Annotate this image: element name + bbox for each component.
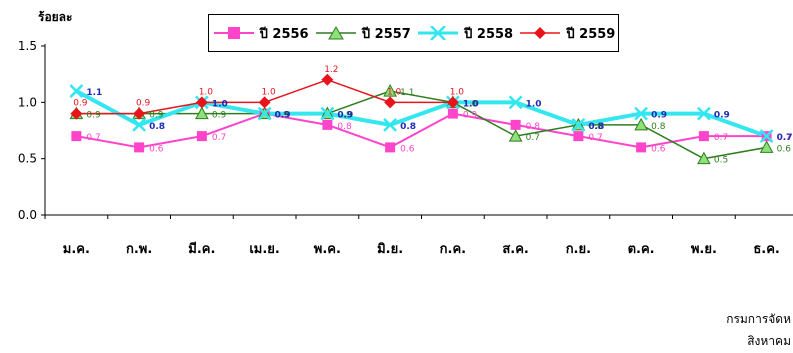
data-point-diamond <box>384 96 396 108</box>
x-tick-label: ม.ค. <box>63 242 90 257</box>
data-label: 0.9 <box>86 111 101 121</box>
data-label: 1.0 <box>261 87 276 97</box>
x-tick-label: มี.ค. <box>188 241 215 257</box>
data-label: 0.7 <box>714 133 728 143</box>
data-point-triangle <box>761 141 773 152</box>
y-tick-label: 0.0 <box>18 208 37 222</box>
footer-date-line: สิงหาคม <box>747 332 791 351</box>
y-tick-label: 0.5 <box>18 152 37 166</box>
data-label: 0.6 <box>777 144 792 154</box>
data-point-square <box>511 120 521 130</box>
data-point-square <box>573 131 583 141</box>
data-label: 0.6 <box>149 144 164 154</box>
x-tick-label: ต.ค. <box>628 242 655 257</box>
data-label: 0.6 <box>400 144 415 154</box>
legend-marker-x-icon <box>416 26 460 40</box>
data-label: 0.9 <box>714 111 730 121</box>
legend-item-2557: ปี 2557 <box>314 23 411 44</box>
legend-label-2558: ปี 2558 <box>464 23 513 44</box>
data-point-diamond <box>259 96 271 108</box>
data-label: 0.8 <box>651 122 666 132</box>
data-label: 1.1 <box>86 88 102 98</box>
data-label: 0.7 <box>588 133 602 143</box>
data-label: 1.0 <box>212 99 228 109</box>
data-label: 0.7 <box>86 133 100 143</box>
legend-item-2558: ปี 2558 <box>416 23 513 44</box>
x-tick-label: ก.ค. <box>440 242 466 257</box>
data-point-square <box>699 131 709 141</box>
x-tick-label: มิ.ย. <box>377 242 403 257</box>
data-label: 0.5 <box>714 156 728 166</box>
y-tick-label: 1.0 <box>18 95 37 109</box>
data-label: 0.6 <box>651 144 666 154</box>
data-label: 0.9 <box>337 111 353 121</box>
data-label: 1.0 <box>199 87 214 97</box>
data-point-square <box>197 131 207 141</box>
chart-markers <box>70 74 772 164</box>
data-label: 0.9 <box>149 111 164 121</box>
legend-marker-diamond-icon <box>518 26 562 40</box>
data-label: 0.7 <box>212 133 226 143</box>
legend-label-2559: ปี 2559 <box>566 23 615 44</box>
x-tick-label: ก.ย. <box>566 242 591 257</box>
data-point-diamond <box>321 74 333 86</box>
x-tick-label: เม.ย. <box>249 242 280 257</box>
x-tick-label: ธ.ค. <box>753 242 780 257</box>
data-label: 0.8 <box>337 122 352 132</box>
data-point-square <box>385 142 395 152</box>
data-label: 0.9 <box>136 99 151 109</box>
footer-source-line: กรมการจัดห <box>726 310 791 329</box>
data-label: 1.0 <box>387 87 402 97</box>
data-point-square <box>636 142 646 152</box>
legend-item-2556: ปี 2556 <box>212 23 309 44</box>
legend-label-2557: ปี 2557 <box>362 23 411 44</box>
data-label: 0.9 <box>275 111 291 121</box>
x-tick-label: ส.ค. <box>502 242 529 257</box>
data-point-square <box>322 120 332 130</box>
y-tick-label: 1.5 <box>18 39 37 53</box>
data-label: 0.7 <box>777 133 793 143</box>
data-label: 0.9 <box>651 111 667 121</box>
data-label: 1.0 <box>463 99 479 109</box>
data-point-square <box>448 109 458 119</box>
data-point-square <box>71 131 81 141</box>
x-tick-label: พ.ค. <box>314 242 341 257</box>
data-label: 0.8 <box>149 122 165 132</box>
data-point-square <box>134 142 144 152</box>
y-axis-unit-label: ร้อยละ <box>38 8 72 27</box>
legend-marker-triangle-icon <box>314 26 358 40</box>
data-label: 0.9 <box>463 111 478 121</box>
legend-marker-square-icon <box>212 26 256 40</box>
data-label: 0.8 <box>526 122 541 132</box>
data-label: 1.2 <box>324 65 338 75</box>
data-label: 0.9 <box>73 99 88 109</box>
data-label: 0.9 <box>212 111 227 121</box>
data-label: 1.0 <box>450 87 465 97</box>
data-label: 0.7 <box>526 133 540 143</box>
x-tick-label: ก.พ. <box>126 242 152 257</box>
chart-legend: ปี 2556 ปี 2557 ปี 2558 ปี 2559 <box>208 14 619 52</box>
data-label: 1.0 <box>526 99 542 109</box>
legend-item-2559: ปี 2559 <box>518 23 615 44</box>
x-tick-label: พ.ย. <box>691 242 717 257</box>
data-label: 0.8 <box>400 122 416 132</box>
legend-label-2556: ปี 2556 <box>260 23 309 44</box>
data-label: 1.1 <box>400 88 414 98</box>
data-label: 0.8 <box>588 122 604 132</box>
